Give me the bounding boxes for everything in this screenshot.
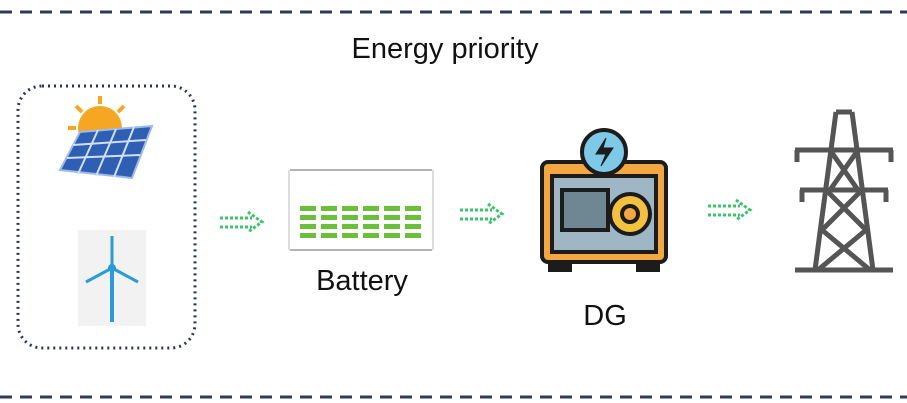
title: Energy priority — [352, 33, 539, 65]
dg-label: DG — [583, 300, 627, 332]
transmission-tower-icon — [795, 112, 893, 270]
battery-label: Battery — [316, 265, 408, 297]
page: Energy priority — [0, 0, 907, 403]
wind-turbine-icon — [78, 230, 146, 326]
flow-arrows — [220, 200, 750, 232]
diagram: Energy priority — [0, 0, 907, 403]
solar-icon — [60, 96, 152, 178]
battery-icon — [289, 170, 433, 250]
generator-icon — [542, 130, 666, 270]
